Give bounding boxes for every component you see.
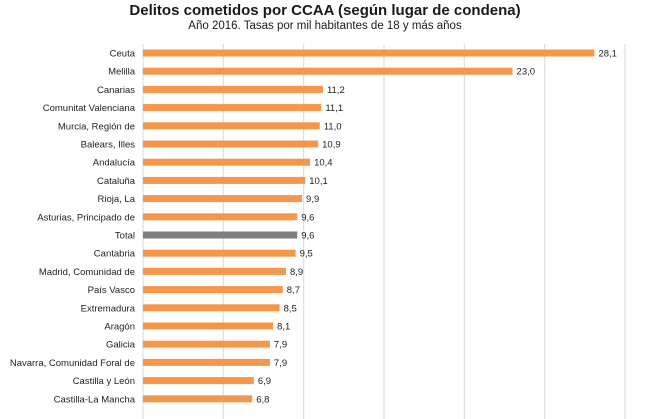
category-label: Andalucía [93,158,136,169]
bar [143,267,286,275]
category-label: Madrid, Comunidad de [39,267,135,278]
value-label: 8,9 [290,267,303,278]
value-label: 9,6 [301,212,314,223]
bar [143,340,270,348]
category-label: Canarias [97,85,135,96]
category-label: País Vasco [88,285,135,296]
bar [143,176,306,184]
category-label: Aragón [104,322,135,333]
bar [143,231,298,239]
bar [143,104,322,112]
value-label: 11,2 [327,85,345,96]
value-label: 9,9 [306,194,319,205]
bar [143,195,303,203]
category-label: Comunitat Valenciana [43,103,136,114]
bar [143,213,298,221]
bar [143,249,296,257]
bar [143,158,311,166]
bar [143,395,253,403]
category-label: Rioja, La [98,194,136,205]
category-label: Total [115,231,135,242]
value-label: 6,9 [258,376,271,387]
bar [143,49,595,57]
value-label: 11,1 [325,103,343,114]
bar [143,67,513,75]
bar [143,140,319,148]
chart-title: Delitos cometidos por CCAA (según lugar … [129,2,521,19]
category-label: Castilla-La Mancha [54,394,136,405]
value-label: 11,0 [324,121,342,132]
category-label: Castilla y León [73,376,135,387]
value-label: 10,9 [322,140,341,151]
bar [143,358,270,366]
bar [143,85,323,93]
bar [143,122,320,130]
value-label: 9,6 [301,231,314,242]
category-label: Ceuta [110,49,136,60]
category-label: Murcia, Región de [58,121,135,132]
value-label: 7,9 [274,358,287,369]
category-label: Navarra, Comunidad Foral de [10,358,135,369]
bar [143,322,274,330]
value-label: 6,8 [256,394,269,405]
value-label: 7,9 [274,340,287,351]
value-label: 23,0 [517,67,536,78]
value-label: 28,1 [598,49,617,60]
value-label: 9,5 [300,249,313,260]
value-label: 10,4 [314,158,333,169]
value-label: 8,1 [277,322,290,333]
category-label: Extremadura [81,303,136,314]
category-label: Cantabria [94,249,136,260]
chart-subtitle: Año 2016. Tasas por mil habitantes de 18… [188,20,462,32]
value-label: 10,1 [309,176,328,187]
category-label: Cataluña [97,176,136,187]
value-label: 8,7 [287,285,300,296]
category-label: Balears, Illes [81,140,136,151]
category-label: Melilla [108,67,136,78]
category-label: Galicia [106,340,136,351]
value-label: 8,5 [284,303,297,314]
bar [143,304,280,312]
bar [143,377,254,385]
bar [143,286,283,294]
category-label: Asturias, Principado de [37,212,135,223]
